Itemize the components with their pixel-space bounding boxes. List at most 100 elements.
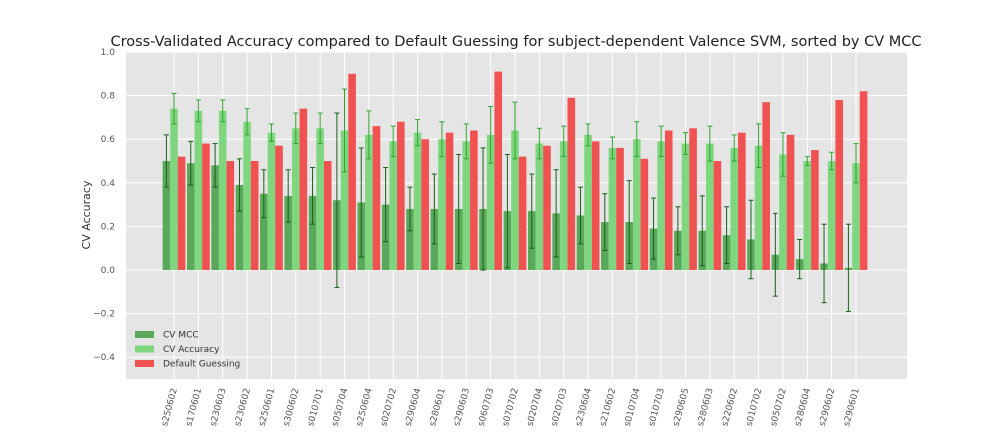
bar-default-guessing <box>299 108 308 271</box>
bar-cv-accuracy <box>730 147 739 270</box>
x-tick-label: s050704 <box>331 387 351 428</box>
error-bars <box>163 88 859 312</box>
bar-default-guessing <box>470 130 478 270</box>
bar-cv-mcc <box>211 165 219 270</box>
x-tick-label: s290604 <box>404 387 424 428</box>
bar-cv-accuracy <box>486 134 495 270</box>
bar-cv-mcc <box>260 193 268 270</box>
legend-label: CV Accuracy <box>163 345 220 355</box>
bar-cv-accuracy <box>316 128 324 270</box>
bar-default-guessing <box>738 132 746 270</box>
bar-cv-accuracy <box>267 132 276 270</box>
x-tick-label: s060703 <box>477 387 497 427</box>
bar-cv-accuracy <box>438 139 446 270</box>
bar-default-guessing <box>591 141 600 270</box>
y-tick-label: 1.0 <box>101 48 116 58</box>
bar-default-guessing <box>275 145 283 270</box>
x-tick-label: s020703 <box>550 387 570 427</box>
bar-cv-accuracy <box>584 134 592 270</box>
x-tick-label: s020702 <box>379 387 399 427</box>
y-tick-label: 0.8 <box>101 92 116 102</box>
legend: CV MCC CV Accuracy Default Guessing <box>135 331 240 370</box>
bar-default-guessing <box>421 139 429 270</box>
bar-cv-accuracy <box>291 128 300 270</box>
x-tick-label: s250601 <box>258 387 278 427</box>
bar-cv-accuracy <box>243 121 251 270</box>
x-axis-ticks: s250602 s170601 s230603 s230602 s250601 s3006… <box>160 387 862 428</box>
y-axis-ticks: −0.4 −0.2 0.0 0.2 0.4 0.6 0.8 1.0 <box>93 48 115 363</box>
y-axis-label: CV Accuracy <box>80 180 93 249</box>
x-tick-label: s010704 <box>623 387 643 428</box>
bar-cv-accuracy <box>706 143 714 270</box>
bar-cv-mcc <box>235 184 244 270</box>
bar-default-guessing <box>567 97 576 270</box>
bar-default-guessing <box>713 161 722 270</box>
x-tick-label: s280603 <box>696 387 716 427</box>
bar-default-guessing <box>616 147 624 270</box>
x-tick-label: s290601 <box>842 387 862 427</box>
bar-cv-accuracy <box>852 163 860 270</box>
bar-default-guessing <box>445 132 454 270</box>
x-tick-label: s280604 <box>793 387 813 428</box>
bar-cv-accuracy <box>389 141 398 270</box>
x-tick-label: s010701 <box>306 387 326 427</box>
bar-cv-mcc <box>186 163 195 270</box>
bar-default-guessing <box>372 126 381 271</box>
bar-cv-accuracy <box>340 130 349 270</box>
bar-default-guessing <box>518 156 527 270</box>
y-tick-label: 0.0 <box>101 266 116 276</box>
x-tick-label: s290605 <box>672 387 692 427</box>
bar-cv-accuracy <box>413 132 422 270</box>
bar-cv-accuracy <box>535 143 544 270</box>
bar-cv-accuracy <box>365 134 373 270</box>
bar-default-guessing <box>177 156 186 270</box>
x-tick-label: s250604 <box>355 387 375 428</box>
bar-cv-mcc <box>406 208 414 270</box>
bar-cv-accuracy <box>559 141 568 270</box>
bar-default-guessing <box>689 128 697 270</box>
x-tick-label: s210602 <box>599 387 619 427</box>
bar-default-guessing <box>786 134 795 270</box>
y-tick-label: −0.4 <box>93 353 115 363</box>
bar-default-guessing <box>811 150 819 270</box>
bar-default-guessing <box>202 143 210 270</box>
bar-default-guessing <box>250 161 259 270</box>
x-tick-label: s020704 <box>525 387 545 428</box>
x-tick-label: s010702 <box>745 387 765 427</box>
y-tick-label: 0.6 <box>101 135 116 145</box>
bar-default-guessing <box>494 71 503 271</box>
bar-cv-accuracy <box>608 147 617 270</box>
x-tick-label: s050702 <box>769 387 789 427</box>
bar-cv-accuracy <box>754 145 763 270</box>
bar-cv-accuracy <box>779 154 787 270</box>
bar-cv-accuracy <box>218 110 227 270</box>
x-tick-label: s230603 <box>209 387 229 427</box>
bar-default-guessing <box>859 91 868 271</box>
x-tick-label: s170601 <box>184 387 204 427</box>
bar-default-guessing <box>348 73 356 270</box>
bar-cv-accuracy <box>462 141 471 270</box>
x-tick-label: s290602 <box>818 387 838 427</box>
bar-default-guessing <box>397 121 405 270</box>
bar-default-guessing <box>640 158 649 270</box>
bar-cv-accuracy <box>681 143 690 270</box>
bar-cv-accuracy <box>511 130 519 270</box>
legend-label: Default Guessing <box>163 360 240 370</box>
legend-swatch <box>135 360 154 367</box>
legend-swatch <box>135 331 154 338</box>
bar-cv-mcc <box>162 161 171 270</box>
x-tick-label: s300602 <box>282 387 302 427</box>
bar-cv-accuracy <box>803 161 812 270</box>
bar-default-guessing <box>835 99 844 271</box>
y-tick-label: −0.2 <box>93 310 115 320</box>
bar-cv-accuracy <box>170 108 178 271</box>
x-tick-label: s010703 <box>647 387 667 427</box>
y-tick-label: 0.2 <box>101 222 115 232</box>
bar-default-guessing <box>664 130 673 270</box>
y-tick-label: 0.4 <box>101 179 116 189</box>
x-tick-label: s220602 <box>720 387 740 427</box>
bar-cv-accuracy <box>657 141 665 270</box>
x-tick-label: s290603 <box>452 387 472 427</box>
bar-default-guessing <box>226 161 235 270</box>
